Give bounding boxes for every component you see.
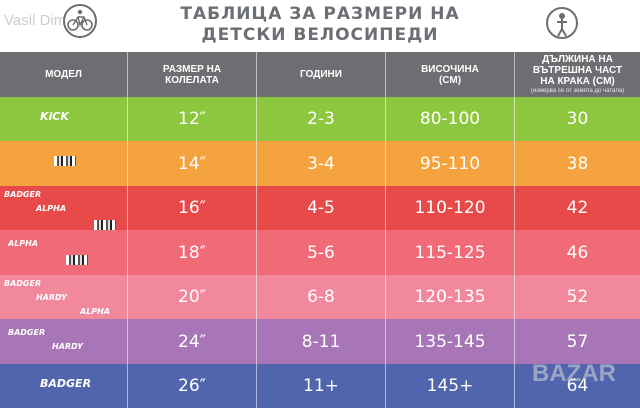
model-brands: BADGER HARDY xyxy=(0,319,127,364)
model-brands: BADGER xyxy=(0,364,127,408)
header-height-line2: (СМ) xyxy=(438,74,462,86)
inseam-length-cell: 64 xyxy=(566,376,589,396)
model-brands: KiCK xyxy=(0,97,127,141)
bicycle-logo-icon xyxy=(63,4,97,38)
age-range-cell: 8-11 xyxy=(301,331,341,352)
height-range-cell: 145+ xyxy=(426,376,474,396)
table-row: ALPHA NOTH 18″ 5-6 115-125 46 xyxy=(0,230,640,275)
header-inseam-line1: ДЪЛЖИНА НА xyxy=(542,54,613,65)
table-row: BADGER ALPHA NOTH 16″ 4-5 110-120 42 xyxy=(0,186,640,230)
height-range-cell: 120-135 xyxy=(414,287,486,307)
header-wheel-line1: РАЗМЕР НА xyxy=(162,63,222,75)
header-height-line1: ВИСОЧИНА xyxy=(421,63,479,75)
table-row: NOTH 14″ 3-4 95-110 38 xyxy=(0,141,640,186)
age-range-cell: 3-4 xyxy=(307,153,335,174)
header-wheel-line2: КОЛЕЛАТА xyxy=(165,74,219,86)
brand-logo-hardy: HARDY xyxy=(52,342,83,351)
header-inseam-line3: НА КРАКА (СМ) xyxy=(540,76,615,87)
brand-logo-badger: BADGER xyxy=(4,279,42,288)
wheel-size-cell: 16″ xyxy=(178,198,206,218)
brand-logo-badger: BADGER xyxy=(40,377,92,390)
brand-logo-alpha: ALPHA xyxy=(80,307,111,316)
inseam-length-cell: 46 xyxy=(566,242,589,263)
wheel-size-cell: 24″ xyxy=(178,331,206,352)
brand-logo-alpha: ALPHA xyxy=(8,239,39,248)
brand-logo-hardy: HARDY xyxy=(36,293,67,302)
header-inseam-note: (измерва се от земята до чатала) xyxy=(530,88,625,94)
brand-logo-badger: BADGER xyxy=(4,190,42,199)
height-range-cell: 110-120 xyxy=(414,198,486,218)
brand-logo-badger: BADGER xyxy=(8,328,46,337)
header-area: Vasil Dimarev ТАБЛИЦА ЗА РАЗМЕРИ НА ДЕТС… xyxy=(0,0,640,52)
inseam-length-cell: 57 xyxy=(566,331,589,352)
height-range-cell: 115-125 xyxy=(414,242,486,263)
header-model: МОДЕЛ xyxy=(45,69,82,80)
model-brands: BADGER HARDY ALPHA xyxy=(0,275,127,319)
header-age: ГОДИНИ xyxy=(300,69,342,80)
header-inseam: ДЪЛЖИНА НА ВЪТРЕШНА ЧАСТ НА КРАКА (СМ) (… xyxy=(515,52,640,97)
wheel-size-cell: 20″ xyxy=(178,287,206,307)
wheel-size-cell: 12″ xyxy=(178,109,206,129)
brand-logo-pixelated xyxy=(66,255,88,265)
brand-logo-noth: NOTH xyxy=(80,218,106,227)
model-brands: ALPHA NOTH xyxy=(0,230,127,275)
age-range-cell: 2-3 xyxy=(307,109,335,129)
table-row: BADGER 26″ 11+ 145+ 64 xyxy=(0,364,640,408)
measure-logo-icon xyxy=(546,7,578,39)
brand-logo-pixelated xyxy=(54,156,76,166)
header-inseam-line2: ВЪТРЕШНА ЧАСТ xyxy=(532,65,623,76)
wheel-size-cell: 18″ xyxy=(178,242,206,263)
age-range-cell: 4-5 xyxy=(307,198,335,218)
table-row: BADGER HARDY ALPHA 20″ 6-8 120-135 52 xyxy=(0,275,640,319)
table-header: МОДЕЛ РАЗМЕР НА КОЛЕЛАТА ГОДИНИ ВИСОЧИНА… xyxy=(0,52,640,97)
age-range-cell: 6-8 xyxy=(307,287,335,307)
age-range-cell: 5-6 xyxy=(307,242,335,263)
corner-watermark: BAZAR xyxy=(532,360,616,387)
inseam-length-cell: 42 xyxy=(566,198,589,218)
size-table: МОДЕЛ РАЗМЕР НА КОЛЕЛАТА ГОДИНИ ВИСОЧИНА… xyxy=(0,52,640,408)
wheel-size-cell: 26″ xyxy=(178,376,206,396)
page-title: ТАБЛИЦА ЗА РАЗМЕРИ НА ДЕТСКИ ВЕЛОСИПЕДИ xyxy=(150,4,490,46)
height-range-cell: 80-100 xyxy=(419,109,481,129)
title-line-1: ТАБЛИЦА ЗА РАЗМЕРИ НА xyxy=(180,4,460,24)
header-height: ВИСОЧИНА (СМ) xyxy=(386,52,514,97)
brand-logo-noth: NOTH xyxy=(52,253,78,262)
model-brands: NOTH xyxy=(0,141,127,186)
brand-logo-alpha: ALPHA xyxy=(36,204,67,213)
brand-logo-kick: KiCK xyxy=(40,110,69,123)
age-range-cell: 11+ xyxy=(303,376,339,396)
header-wheel-size: РАЗМЕР НА КОЛЕЛАТА xyxy=(128,52,256,97)
brand-logo-pixelated xyxy=(94,220,116,230)
height-range-cell: 95-110 xyxy=(419,153,481,174)
inseam-length-cell: 30 xyxy=(566,109,589,129)
inseam-length-cell: 52 xyxy=(566,287,589,307)
brand-logo-noth: NOTH xyxy=(40,154,75,167)
height-range-cell: 135-145 xyxy=(414,331,486,352)
wheel-size-cell: 14″ xyxy=(178,153,206,174)
title-line-2: ДЕТСКИ ВЕЛОСИПЕДИ xyxy=(201,25,439,45)
inseam-length-cell: 38 xyxy=(566,153,589,174)
model-brands: BADGER ALPHA NOTH xyxy=(0,186,127,230)
table-row: KiCK 12″ 2-3 80-100 30 xyxy=(0,97,640,141)
table-row: BADGER HARDY 24″ 8-11 135-145 57 xyxy=(0,319,640,364)
